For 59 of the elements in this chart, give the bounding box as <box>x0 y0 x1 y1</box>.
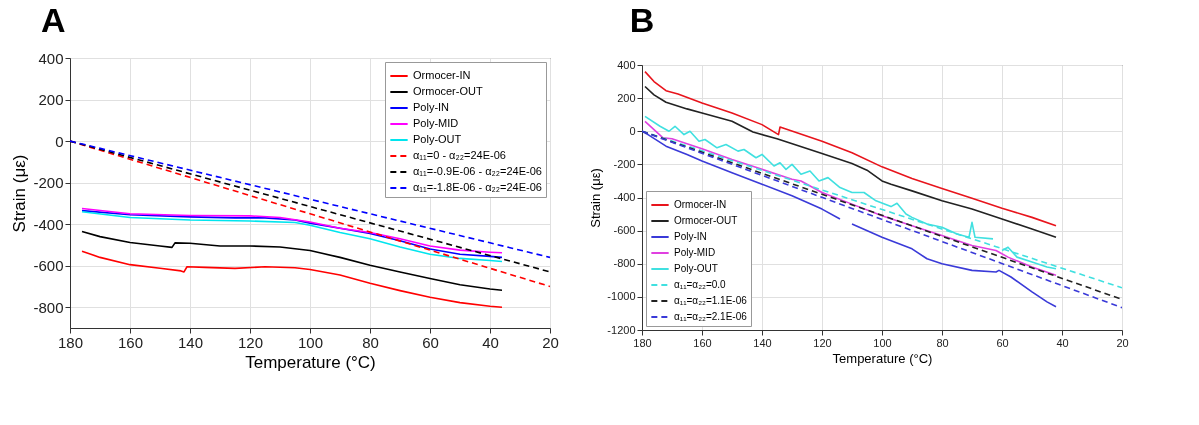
y-tick-label: 200 <box>38 91 64 109</box>
y-axis-title: Strain (με) <box>10 154 30 233</box>
y-tick-label: -800 <box>33 298 64 316</box>
y-axis-title: Strain (με) <box>588 168 604 228</box>
line-series <box>644 70 1057 227</box>
chart-title: A <box>40 1 66 39</box>
y-tick-label: -200 <box>613 157 636 170</box>
chart-title: B <box>629 1 655 39</box>
x-tick-label: 60 <box>422 333 439 351</box>
x-tick-label: 80 <box>362 333 379 351</box>
x-tick-label: 20 <box>542 333 559 351</box>
x-tick-label: 80 <box>936 336 949 349</box>
legend-label: Ormocer-IN <box>674 199 727 210</box>
x-tick-label: 140 <box>753 336 772 349</box>
y-tick-label: -800 <box>613 257 636 270</box>
legend-label: Poly-OUT <box>674 263 718 274</box>
legend-label: α₁₁=α₂₂=0.0 <box>674 279 727 290</box>
line-series <box>81 230 503 291</box>
y-tick-label: 0 <box>629 124 636 137</box>
x-tick-label: 160 <box>117 333 144 351</box>
legend-label: Poly-MID <box>674 247 716 258</box>
legend-label: α₁₁=-0.9E-06 - α₂₂=24E-06 <box>413 165 542 177</box>
x-tick-label: 100 <box>297 333 324 351</box>
legend-label: Ormocer-OUT <box>413 85 483 97</box>
x-tick-label: 100 <box>873 336 892 349</box>
x-tick-label: 120 <box>813 336 832 349</box>
y-tick-label: -400 <box>33 215 64 233</box>
legend-label: Poly-IN <box>413 101 450 113</box>
x-tick-label: 180 <box>57 333 84 351</box>
x-axis-title: Temperature (°C) <box>832 350 933 366</box>
line-series <box>81 250 503 309</box>
y-tick-label: -600 <box>33 257 64 275</box>
x-tick-label: 40 <box>1056 336 1069 349</box>
legend-label: α₁₁=α₂₂=1.1E-06 <box>674 295 748 306</box>
x-tick-label: 140 <box>177 333 204 351</box>
x-tick-label: 180 <box>633 336 652 349</box>
y-tick-label: -1000 <box>607 290 636 303</box>
legend-label: Ormocer-OUT <box>674 215 738 226</box>
y-tick-label: 200 <box>617 91 636 104</box>
y-tick-label: 0 <box>55 132 64 150</box>
legend-label: α₁₁=-1.8E-06 - α₂₂=24E-06 <box>413 181 542 193</box>
y-tick-label: 400 <box>38 49 64 67</box>
legend-label: Poly-OUT <box>413 133 462 145</box>
legend-label: α₁₁=α₂₂=2.1E-06 <box>674 311 748 322</box>
x-tick-label: 120 <box>237 333 264 351</box>
y-tick-label: -400 <box>613 191 636 203</box>
legend-label: Poly-MID <box>413 117 459 129</box>
x-tick-label: 20 <box>1116 336 1129 349</box>
y-tick-label: -1200 <box>607 323 636 336</box>
x-tick-label: 160 <box>693 336 712 349</box>
legend-label: α₁₁=0 - α₂₂=24E-06 <box>413 149 506 161</box>
x-tick-label: 60 <box>996 336 1009 349</box>
legend-label: Ormocer-IN <box>413 69 471 81</box>
y-tick-label: -600 <box>613 224 636 237</box>
x-axis-title: Temperature (°C) <box>245 352 376 372</box>
legend-label: Poly-IN <box>674 231 707 242</box>
x-tick-label: 40 <box>482 333 499 351</box>
y-tick-label: 400 <box>617 58 636 71</box>
y-tick-label: -200 <box>33 174 64 192</box>
